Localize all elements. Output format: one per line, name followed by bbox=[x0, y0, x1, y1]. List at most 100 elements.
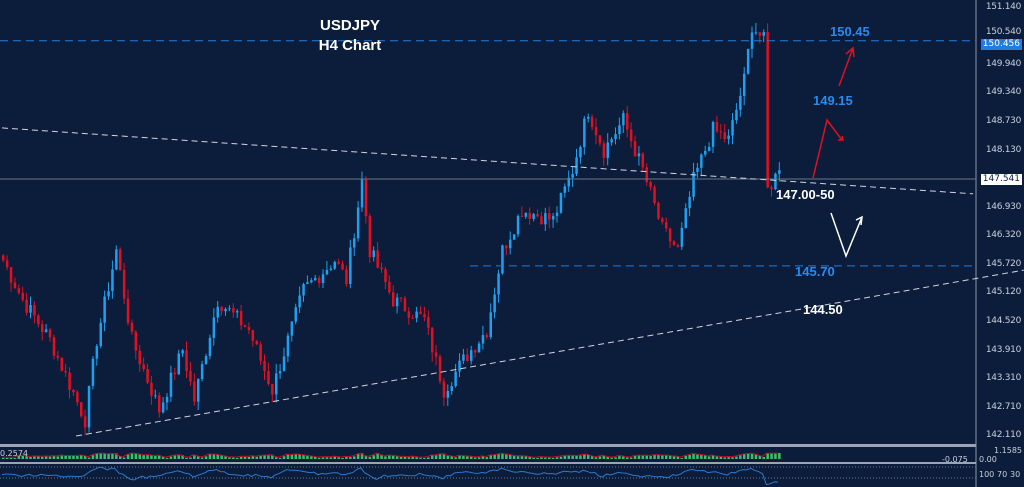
macd-bar bbox=[489, 455, 492, 459]
candle-body bbox=[583, 118, 586, 148]
macd-bar bbox=[692, 453, 695, 459]
candle-body bbox=[419, 311, 422, 315]
price-tick: 149.940 bbox=[985, 58, 1021, 69]
candle-body bbox=[115, 249, 118, 270]
candle-body bbox=[559, 192, 563, 213]
macd-bar bbox=[259, 455, 262, 459]
candle-body bbox=[571, 173, 574, 178]
macd-bar bbox=[193, 454, 196, 459]
candle-body bbox=[267, 370, 270, 384]
macd-bar bbox=[372, 455, 375, 459]
candle-body bbox=[415, 311, 418, 319]
candle-body bbox=[606, 142, 609, 159]
candle-body bbox=[450, 386, 453, 392]
macd-bar bbox=[739, 455, 742, 459]
macd-bar bbox=[602, 455, 606, 459]
candle-body bbox=[282, 356, 286, 372]
red-arrow-target-icon bbox=[838, 47, 854, 87]
macd-bar bbox=[427, 457, 430, 459]
macd-bar bbox=[723, 457, 726, 459]
candle-body bbox=[774, 173, 777, 190]
indicator-panels bbox=[0, 444, 976, 486]
macd-bar bbox=[622, 456, 625, 459]
macd-bar bbox=[349, 457, 352, 459]
candle-body bbox=[220, 306, 223, 312]
macd-bar bbox=[13, 458, 17, 459]
candle-body bbox=[150, 382, 153, 396]
candle-body bbox=[341, 263, 344, 270]
candle-body bbox=[275, 373, 278, 395]
candle-body bbox=[746, 48, 750, 74]
macd-bar bbox=[442, 453, 446, 459]
candle-body bbox=[528, 212, 531, 219]
candle-body bbox=[684, 208, 687, 228]
macd-bar bbox=[310, 456, 313, 459]
candle-body bbox=[598, 135, 602, 144]
macd-bar bbox=[711, 455, 715, 459]
candle-body bbox=[99, 322, 102, 347]
macd-bar bbox=[575, 455, 578, 459]
macd-bar bbox=[536, 457, 539, 459]
macd-bar bbox=[540, 457, 543, 459]
macd-bar bbox=[87, 457, 91, 459]
macd-bar bbox=[719, 456, 723, 459]
macd-bar bbox=[629, 457, 633, 459]
rsi-axis-70: 70 bbox=[997, 470, 1008, 479]
candle-body bbox=[80, 402, 83, 417]
candle-body bbox=[236, 311, 239, 313]
candle-body bbox=[345, 269, 348, 284]
macd-bar bbox=[154, 456, 157, 459]
level-label-144-50: 144.50 bbox=[803, 302, 843, 317]
candle-body bbox=[37, 315, 40, 325]
macd-bar bbox=[169, 456, 173, 459]
candle-body bbox=[189, 370, 192, 382]
macd-bar bbox=[247, 456, 251, 459]
macd-bar bbox=[337, 457, 340, 459]
macd-bar bbox=[774, 453, 777, 459]
candle-body bbox=[399, 297, 403, 299]
macd-bar bbox=[649, 456, 652, 459]
macd-bar bbox=[450, 456, 453, 459]
macd-bar bbox=[275, 457, 278, 459]
macd-bar bbox=[189, 457, 192, 459]
candle-body bbox=[462, 354, 465, 361]
macd-bar bbox=[138, 453, 141, 459]
candle-body bbox=[21, 292, 24, 300]
macd-bar bbox=[707, 456, 711, 459]
macd-bar bbox=[80, 455, 83, 459]
candle-body bbox=[25, 299, 28, 313]
candle-body bbox=[497, 273, 500, 295]
macd-bar bbox=[512, 455, 516, 459]
candle-body bbox=[680, 227, 684, 247]
macd-bar bbox=[228, 457, 231, 459]
candle-body bbox=[692, 171, 695, 197]
candle-body bbox=[719, 131, 723, 133]
candle-body bbox=[411, 317, 414, 319]
candle-body bbox=[290, 321, 294, 336]
macd-bar bbox=[282, 456, 286, 459]
candle-body bbox=[770, 187, 773, 190]
panel-divider bbox=[0, 462, 976, 464]
candle-body bbox=[33, 305, 36, 316]
candle-body bbox=[200, 364, 204, 380]
candle-body bbox=[130, 322, 134, 332]
macd-bar bbox=[119, 456, 122, 459]
candle-body bbox=[594, 127, 598, 136]
macd-bar bbox=[645, 455, 648, 459]
candle-body bbox=[723, 132, 726, 140]
candle-body bbox=[64, 370, 67, 373]
macd-bar bbox=[302, 454, 305, 459]
macd-bar bbox=[200, 457, 204, 459]
macd-bar bbox=[158, 455, 161, 459]
macd-bar bbox=[481, 456, 485, 459]
candle-body bbox=[263, 360, 266, 371]
candle-body bbox=[76, 392, 79, 403]
price-tick: 142.110 bbox=[985, 430, 1021, 441]
candle-body bbox=[395, 297, 399, 307]
macd-bar bbox=[165, 457, 169, 459]
candle-body bbox=[259, 344, 262, 361]
candle-body bbox=[384, 268, 387, 282]
candle-body bbox=[548, 213, 551, 220]
candle-body bbox=[610, 139, 613, 143]
macd-bar bbox=[778, 453, 781, 459]
